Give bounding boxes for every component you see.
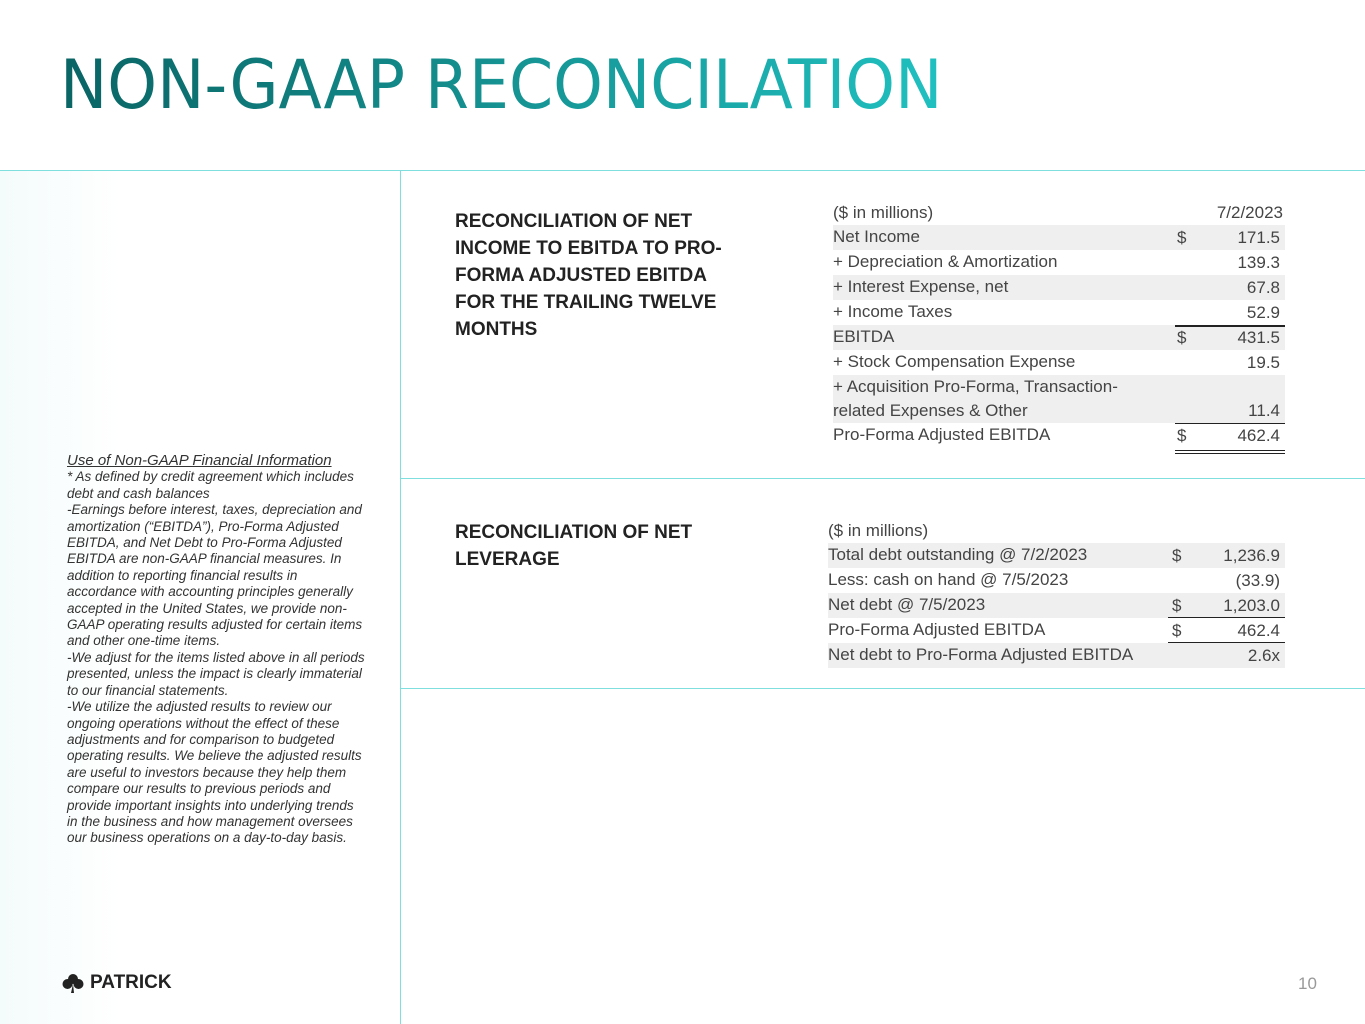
- row-label: Net debt @ 7/5/2023: [828, 595, 986, 614]
- table-row: + Income Taxes 52.9: [833, 300, 1285, 325]
- divider: [400, 170, 401, 1024]
- currency-symbol: $: [1172, 546, 1182, 565]
- row-label: Pro-Forma Adjusted EBITDA: [828, 620, 1046, 639]
- row-value: 67.8: [1246, 278, 1280, 297]
- table-row: + Depreciation & Amortization 139.3: [833, 250, 1285, 275]
- table-row: Pro-Forma Adjusted EBITDA $462.4: [828, 618, 1285, 643]
- row-value: 11.4: [1248, 401, 1280, 420]
- row-label: + Stock Compensation Expense: [833, 352, 1076, 371]
- currency-symbol: $: [1177, 426, 1187, 445]
- row-label: + Income Taxes: [833, 302, 953, 321]
- row-value: 2.6x: [1247, 646, 1280, 665]
- total-rule: [1175, 325, 1285, 327]
- table-row: + Stock Compensation Expense 19.5: [833, 350, 1285, 375]
- page-number: 10: [1298, 974, 1317, 993]
- divider: [0, 170, 1365, 171]
- row-label: + Depreciation & Amortization: [833, 252, 1058, 271]
- row-value: 462.4: [1237, 426, 1280, 445]
- total-rule: [1168, 642, 1285, 643]
- table-row: + Interest Expense, net 67.8: [833, 275, 1285, 300]
- row-label: Net debt to Pro-Forma Adjusted EBITDA: [828, 645, 1134, 664]
- section1-heading: RECONCILIATION OF NET INCOME TO EBITDA T…: [455, 211, 722, 340]
- total-rule: [1175, 450, 1285, 454]
- row-label: Pro-Forma Adjusted EBITDA: [833, 425, 1051, 444]
- units-label: ($ in millions): [828, 521, 929, 540]
- total-rule: [1168, 617, 1285, 618]
- units-label: ($ in millions): [833, 203, 934, 222]
- divider: [400, 478, 1365, 479]
- section2-heading: RECONCILIATION OF NET LEVERAGE: [455, 522, 693, 570]
- row-label: Total debt outstanding @ 7/2/2023: [828, 545, 1088, 564]
- table-row: + Acquisition Pro-Forma, Transaction-rel…: [833, 375, 1285, 423]
- currency-symbol: $: [1172, 621, 1182, 640]
- shamrock-icon: [62, 974, 84, 993]
- row-label: + Interest Expense, net: [833, 277, 1009, 296]
- row-value: 1,236.9: [1223, 546, 1280, 565]
- currency-symbol: $: [1172, 596, 1182, 615]
- divider: [400, 688, 1365, 689]
- row-value: 19.5: [1246, 353, 1280, 372]
- row-value: (33.9): [1235, 571, 1280, 590]
- column-header: 7/2/2023: [1216, 203, 1283, 222]
- table-row: Total debt outstanding @ 7/2/2023 $1,236.…: [828, 543, 1285, 568]
- total-rule: [1175, 423, 1285, 424]
- row-label: EBITDA: [833, 327, 895, 346]
- patrick-logo: PATRICK: [62, 972, 172, 994]
- table-row: EBITDA $431.5: [833, 325, 1285, 350]
- non-gaap-note: Use of Non-GAAP Financial Information * …: [67, 452, 367, 847]
- row-label: + Acquisition Pro-Forma, Transaction-rel…: [833, 377, 1118, 420]
- row-value: 431.5: [1237, 328, 1280, 347]
- leverage-table: ($ in millions) Total debt outstanding @…: [828, 518, 1285, 668]
- table-row: Net Income $171.5: [833, 225, 1285, 250]
- table-row: Net debt @ 7/5/2023 $1,203.0: [828, 593, 1285, 618]
- currency-symbol: $: [1177, 328, 1187, 347]
- row-value: 52.9: [1246, 303, 1280, 322]
- row-value: 139.3: [1237, 253, 1280, 272]
- row-value: 462.4: [1237, 621, 1280, 640]
- table-row: Less: cash on hand @ 7/5/2023 (33.9): [828, 568, 1285, 593]
- logo-text: PATRICK: [90, 972, 172, 993]
- table-row: Pro-Forma Adjusted EBITDA $462.4: [833, 423, 1285, 454]
- ebitda-table: ($ in millions) 7/2/2023 Net Income $171.5…: [833, 200, 1285, 454]
- currency-symbol: $: [1177, 228, 1187, 247]
- row-label: Net Income: [833, 227, 920, 246]
- note-heading: Use of Non-GAAP Financial Information: [67, 452, 332, 469]
- row-value: 171.5: [1237, 228, 1280, 247]
- row-label: Less: cash on hand @ 7/5/2023: [828, 570, 1069, 589]
- note-body: * As defined by credit agreement which i…: [67, 469, 365, 846]
- row-value: 1,203.0: [1223, 596, 1280, 615]
- page-title: NON-GAAP RECONCILATION: [60, 46, 943, 125]
- left-panel: [0, 171, 400, 1024]
- table-row: Net debt to Pro-Forma Adjusted EBITDA 2.6…: [828, 643, 1285, 668]
